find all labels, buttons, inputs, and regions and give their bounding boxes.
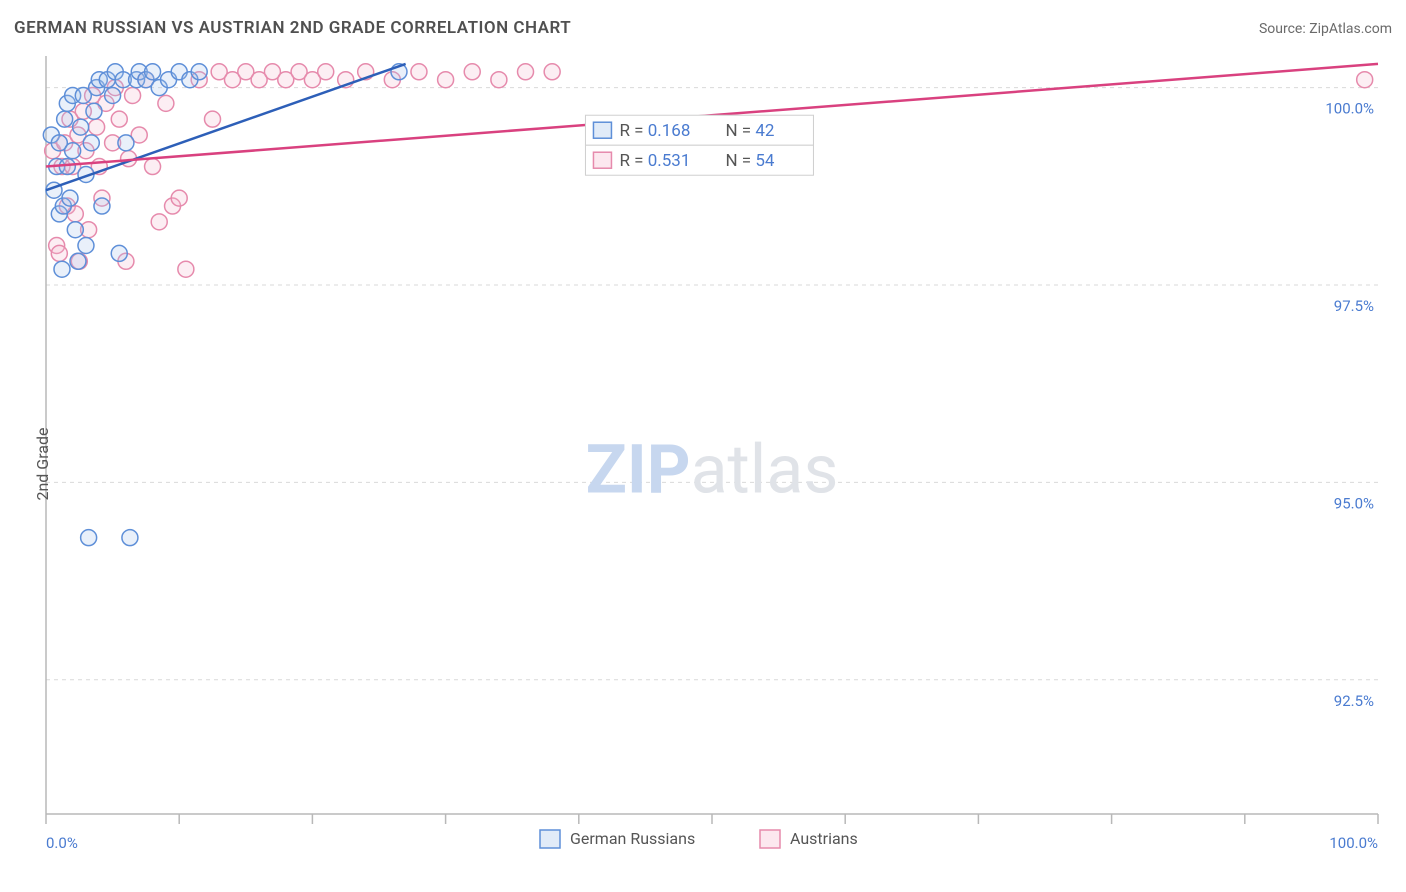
data-point [57,111,73,127]
stat-r: R = 0.531 [619,151,690,171]
data-point [158,95,174,111]
data-point [94,198,110,214]
data-point [518,64,534,80]
chart-title: GERMAN RUSSIAN VS AUSTRIAN 2ND GRADE COR… [14,18,571,38]
data-point [122,530,138,546]
data-point [171,190,187,206]
data-point [118,135,134,151]
scatter-chart: 92.5% 95.0% 97.5% 100.0% ZIPatlas 0.0% 100.0% R… [0,44,1406,884]
source-name: ZipAtlas.com [1309,21,1392,37]
data-point [111,111,127,127]
data-point [544,64,560,80]
data-point [70,253,86,269]
source-prefix: Source: [1259,21,1309,37]
data-point [73,119,89,135]
data-point [54,261,70,277]
stat-n: N = 54 [725,151,774,171]
data-point [86,103,102,119]
watermark: ZIPatlas [586,429,839,509]
data-point [178,261,194,277]
y-tick-label: 100.0% [1325,100,1374,118]
data-point [83,135,99,151]
data-point [62,190,78,206]
x-tick-label: 0.0% [46,834,78,852]
data-point [65,143,81,159]
data-point [1357,72,1373,88]
data-point [191,64,207,80]
y-tick-label: 97.5% [1334,297,1374,315]
legend-swatch [593,122,611,138]
y-tick-label: 95.0% [1334,494,1374,512]
source-attribution: Source: ZipAtlas.com [1259,21,1392,37]
legend-label: German Russians [570,829,695,848]
x-tick-label: 100.0% [1329,834,1378,852]
data-point [89,119,105,135]
y-tick-label: 92.5% [1334,692,1374,710]
stat-r: R = 0.168 [619,121,690,141]
y-axis-label: 2nd Grade [33,427,52,500]
data-point [464,64,480,80]
legend-swatch [593,152,611,168]
data-point [205,111,221,127]
data-point [81,530,97,546]
data-point [145,159,161,175]
data-point [67,222,83,238]
data-point [411,64,427,80]
data-point [491,72,507,88]
chart-container: 2nd Grade 92.5% 95.0% 97.5% 100.0% ZIPatlas 0… [0,44,1406,884]
data-point [145,64,161,80]
data-point [51,245,67,261]
data-point [438,72,454,88]
stat-n: N = 42 [725,121,774,141]
legend-label: Austrians [790,829,858,848]
data-point [318,64,334,80]
data-point [105,87,121,103]
data-point [151,214,167,230]
legend-swatch [540,830,560,848]
data-point [111,245,127,261]
legend-swatch [760,830,780,848]
data-point [78,238,94,254]
data-point [125,87,141,103]
